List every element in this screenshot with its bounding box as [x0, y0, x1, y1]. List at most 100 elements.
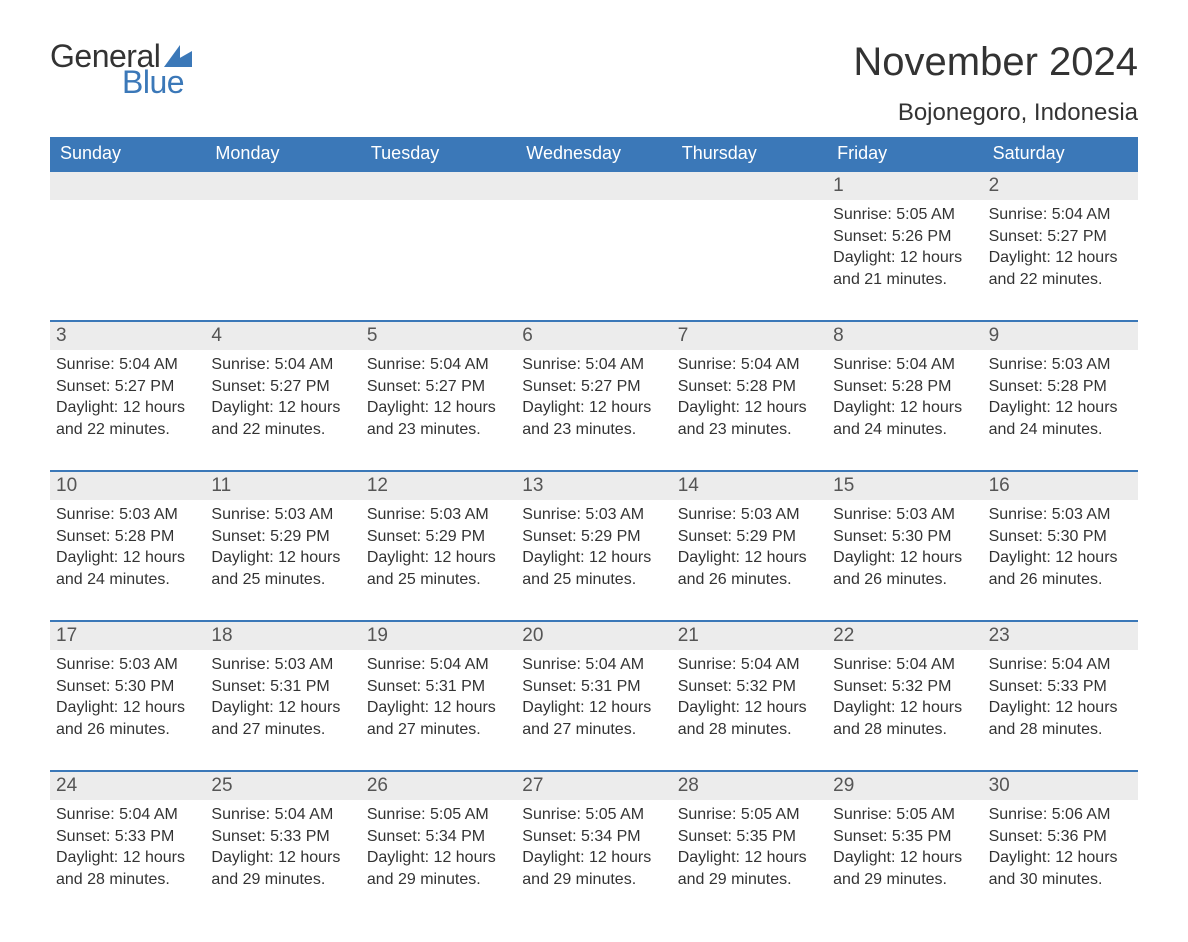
day-number: 26	[361, 772, 516, 800]
sunset-line: Sunset: 5:34 PM	[522, 826, 665, 848]
day-body: Sunrise: 5:03 AMSunset: 5:30 PMDaylight:…	[827, 500, 982, 602]
sunset-line: Sunset: 5:32 PM	[678, 676, 821, 698]
sunrise-line: Sunrise: 5:04 AM	[833, 654, 976, 676]
sunrise-line: Sunrise: 5:04 AM	[367, 354, 510, 376]
sunset-line: Sunset: 5:31 PM	[211, 676, 354, 698]
week-row: 24252627282930Sunrise: 5:04 AMSunset: 5:…	[50, 770, 1138, 902]
sunset-line: Sunset: 5:31 PM	[367, 676, 510, 698]
daybody-row: Sunrise: 5:03 AMSunset: 5:30 PMDaylight:…	[50, 650, 1138, 752]
logo: General Blue	[50, 40, 192, 98]
daylight-line: Daylight: 12 hours and 29 minutes.	[678, 847, 821, 890]
sunset-line: Sunset: 5:29 PM	[522, 526, 665, 548]
daylight-line: Daylight: 12 hours and 28 minutes.	[678, 697, 821, 740]
sunrise-line: Sunrise: 5:04 AM	[211, 354, 354, 376]
day-number: 8	[827, 322, 982, 350]
daylight-line: Daylight: 12 hours and 22 minutes.	[211, 397, 354, 440]
day-body: Sunrise: 5:03 AMSunset: 5:30 PMDaylight:…	[983, 500, 1138, 602]
daylight-line: Daylight: 12 hours and 23 minutes.	[367, 397, 510, 440]
day-body: Sunrise: 5:06 AMSunset: 5:36 PMDaylight:…	[983, 800, 1138, 902]
sunset-line: Sunset: 5:27 PM	[211, 376, 354, 398]
daylight-line: Daylight: 12 hours and 24 minutes.	[833, 397, 976, 440]
day-body: Sunrise: 5:03 AMSunset: 5:31 PMDaylight:…	[205, 650, 360, 752]
sunset-line: Sunset: 5:30 PM	[989, 526, 1132, 548]
sunset-line: Sunset: 5:33 PM	[989, 676, 1132, 698]
sunset-line: Sunset: 5:28 PM	[989, 376, 1132, 398]
day-number: 1	[827, 172, 982, 200]
day-body: Sunrise: 5:03 AMSunset: 5:29 PMDaylight:…	[516, 500, 671, 602]
sunrise-line: Sunrise: 5:03 AM	[989, 504, 1132, 526]
sunrise-line: Sunrise: 5:06 AM	[989, 804, 1132, 826]
sunset-line: Sunset: 5:26 PM	[833, 226, 976, 248]
daynum-row: 12	[50, 172, 1138, 200]
day-number: 27	[516, 772, 671, 800]
sunrise-line: Sunrise: 5:03 AM	[678, 504, 821, 526]
day-body: Sunrise: 5:04 AMSunset: 5:32 PMDaylight:…	[672, 650, 827, 752]
day-body	[672, 200, 827, 302]
day-body: Sunrise: 5:03 AMSunset: 5:28 PMDaylight:…	[50, 500, 205, 602]
day-number: 14	[672, 472, 827, 500]
day-number: 12	[361, 472, 516, 500]
day-number	[516, 172, 671, 200]
day-body: Sunrise: 5:03 AMSunset: 5:28 PMDaylight:…	[983, 350, 1138, 452]
sunrise-line: Sunrise: 5:03 AM	[211, 654, 354, 676]
day-number: 19	[361, 622, 516, 650]
calendar: SundayMondayTuesdayWednesdayThursdayFrid…	[50, 137, 1138, 902]
sunset-line: Sunset: 5:36 PM	[989, 826, 1132, 848]
sunrise-line: Sunrise: 5:05 AM	[678, 804, 821, 826]
sunset-line: Sunset: 5:35 PM	[678, 826, 821, 848]
sunset-line: Sunset: 5:29 PM	[367, 526, 510, 548]
daylight-line: Daylight: 12 hours and 28 minutes.	[56, 847, 199, 890]
day-body: Sunrise: 5:05 AMSunset: 5:26 PMDaylight:…	[827, 200, 982, 302]
daylight-line: Daylight: 12 hours and 27 minutes.	[211, 697, 354, 740]
sunrise-line: Sunrise: 5:03 AM	[56, 654, 199, 676]
sunrise-line: Sunrise: 5:05 AM	[522, 804, 665, 826]
sunset-line: Sunset: 5:27 PM	[367, 376, 510, 398]
daylight-line: Daylight: 12 hours and 24 minutes.	[56, 547, 199, 590]
sunset-line: Sunset: 5:28 PM	[56, 526, 199, 548]
daynum-row: 24252627282930	[50, 772, 1138, 800]
sunset-line: Sunset: 5:33 PM	[56, 826, 199, 848]
day-number	[361, 172, 516, 200]
day-number: 2	[983, 172, 1138, 200]
daybody-row: Sunrise: 5:03 AMSunset: 5:28 PMDaylight:…	[50, 500, 1138, 602]
sunrise-line: Sunrise: 5:04 AM	[522, 654, 665, 676]
day-number: 16	[983, 472, 1138, 500]
day-body: Sunrise: 5:04 AMSunset: 5:31 PMDaylight:…	[516, 650, 671, 752]
day-body	[516, 200, 671, 302]
dow-cell: Tuesday	[361, 137, 516, 170]
sunrise-line: Sunrise: 5:04 AM	[989, 204, 1132, 226]
sunset-line: Sunset: 5:31 PM	[522, 676, 665, 698]
day-body: Sunrise: 5:05 AMSunset: 5:34 PMDaylight:…	[361, 800, 516, 902]
day-number: 24	[50, 772, 205, 800]
dow-cell: Saturday	[983, 137, 1138, 170]
day-body: Sunrise: 5:03 AMSunset: 5:30 PMDaylight:…	[50, 650, 205, 752]
sunset-line: Sunset: 5:30 PM	[833, 526, 976, 548]
sunset-line: Sunset: 5:32 PM	[833, 676, 976, 698]
sunrise-line: Sunrise: 5:04 AM	[211, 804, 354, 826]
daylight-line: Daylight: 12 hours and 25 minutes.	[367, 547, 510, 590]
daylight-line: Daylight: 12 hours and 23 minutes.	[678, 397, 821, 440]
week-row: 10111213141516Sunrise: 5:03 AMSunset: 5:…	[50, 470, 1138, 602]
daylight-line: Daylight: 12 hours and 30 minutes.	[989, 847, 1132, 890]
day-body	[205, 200, 360, 302]
daylight-line: Daylight: 12 hours and 24 minutes.	[989, 397, 1132, 440]
sunset-line: Sunset: 5:34 PM	[367, 826, 510, 848]
dow-cell: Friday	[827, 137, 982, 170]
daylight-line: Daylight: 12 hours and 29 minutes.	[522, 847, 665, 890]
daynum-row: 17181920212223	[50, 622, 1138, 650]
day-number	[672, 172, 827, 200]
sunset-line: Sunset: 5:27 PM	[522, 376, 665, 398]
day-number: 3	[50, 322, 205, 350]
day-number: 5	[361, 322, 516, 350]
sunrise-line: Sunrise: 5:05 AM	[833, 204, 976, 226]
day-number: 21	[672, 622, 827, 650]
sunset-line: Sunset: 5:29 PM	[211, 526, 354, 548]
sunrise-line: Sunrise: 5:04 AM	[56, 354, 199, 376]
sunrise-line: Sunrise: 5:05 AM	[833, 804, 976, 826]
sunset-line: Sunset: 5:27 PM	[56, 376, 199, 398]
daylight-line: Daylight: 12 hours and 22 minutes.	[989, 247, 1132, 290]
week-row: 3456789Sunrise: 5:04 AMSunset: 5:27 PMDa…	[50, 320, 1138, 452]
daylight-line: Daylight: 12 hours and 26 minutes.	[989, 547, 1132, 590]
day-body: Sunrise: 5:04 AMSunset: 5:33 PMDaylight:…	[205, 800, 360, 902]
daylight-line: Daylight: 12 hours and 27 minutes.	[367, 697, 510, 740]
